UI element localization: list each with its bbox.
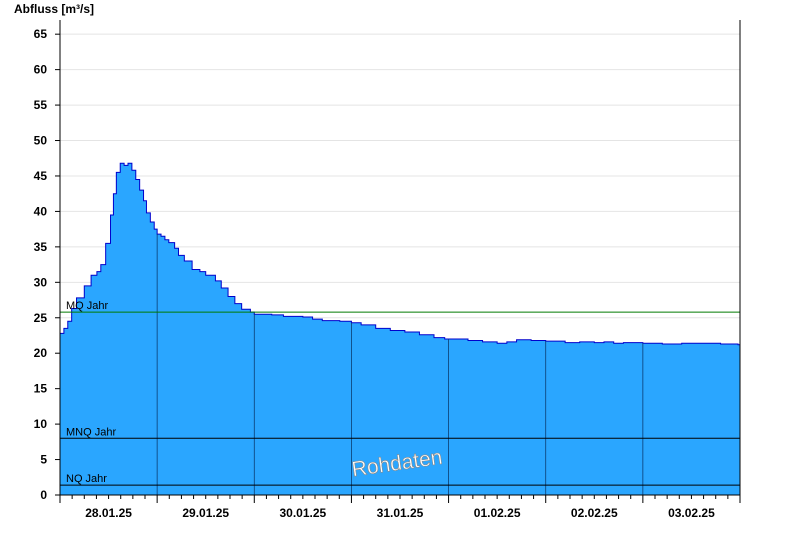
y-tick-label-10: 10 (34, 417, 48, 431)
discharge-line (60, 162, 740, 346)
y-tick-label-20: 20 (34, 346, 48, 360)
y-tick-label-65: 65 (34, 27, 48, 41)
x-tick-label-2: 30.01.25 (279, 506, 326, 520)
x-tick-label-1: 29.01.25 (182, 506, 229, 520)
x-tick-label-6: 03.02.25 (668, 506, 715, 520)
y-tick-label-60: 60 (34, 63, 48, 77)
x-ticks: 28.01.25 29.01.25 30.01.25 31.01.25 01.02.25… (59, 495, 741, 520)
y-tick-label-45: 45 (34, 169, 48, 183)
y-tick-label-50: 50 (34, 134, 48, 148)
reference-label-0: MQ Jahr (66, 300, 109, 312)
x-tick-label-4: 01.02.25 (474, 506, 521, 520)
y-ticks: 0 5 10 15 20 25 30 35 40 45 50 55 60 65 (34, 27, 60, 502)
reference-label-1: MNQ Jahr (66, 426, 116, 438)
y-tick-label-30: 30 (34, 275, 48, 289)
x-tick-label-3: 31.01.25 (377, 506, 424, 520)
y-tick-label-55: 55 (34, 98, 48, 112)
x-tick-label-0: 28.01.25 (85, 506, 132, 520)
discharge-area (60, 163, 740, 495)
y-tick-label-15: 15 (34, 382, 48, 396)
y-tick-label-40: 40 (34, 204, 48, 218)
day-separators (156, 234, 644, 495)
y-axis-label: Abfluss [m³/s] (14, 2, 94, 16)
reference-label-2: NQ Jahr (66, 473, 107, 485)
reference-lines: MQ Jahr MNQ Jahr NQ Jahr (60, 300, 740, 486)
x-tick-label-5: 02.02.25 (571, 506, 618, 520)
y-tick-label-25: 25 (34, 311, 48, 325)
y-tick-label-5: 5 (40, 453, 47, 467)
y-tick-label-35: 35 (34, 240, 48, 254)
y-tick-label-0: 0 (40, 488, 47, 502)
